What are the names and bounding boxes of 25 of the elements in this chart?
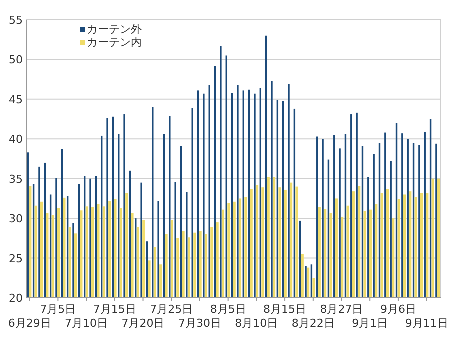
x-tick-label: 7月10日	[65, 317, 108, 330]
y-tick-label: 50	[9, 54, 23, 67]
x-tick-label: 6月29日	[8, 317, 52, 330]
y-tick-label: 40	[9, 133, 23, 146]
x-tick-label: 9月11日	[405, 317, 448, 330]
y-tick-label: 45	[9, 93, 23, 106]
x-tick-label: 7月5日	[40, 303, 76, 316]
y-tick-label: 35	[9, 172, 23, 186]
x-tick-label: 7月20日	[122, 317, 165, 330]
legend-label: カーテン外	[87, 23, 142, 36]
x-tick-label: 7月30日	[178, 317, 222, 330]
x-tick-label: 8月15日	[264, 303, 307, 316]
y-tick-label: 30	[9, 212, 23, 226]
x-tick-label: 8月10日	[235, 317, 278, 330]
x-tick-label: 9月6日	[380, 303, 416, 316]
x-tick-label: 8月22日	[292, 317, 335, 330]
x-tick-label: 8月27日	[320, 303, 364, 316]
x-tick-label: 7月25日	[150, 303, 194, 316]
y-tick-label: 25	[9, 252, 23, 266]
x-tick-label: 8月5日	[210, 303, 246, 316]
y-tick-label: 55	[9, 14, 23, 27]
x-tick-label: 9月1日	[352, 317, 388, 330]
legend-label: カーテン内	[87, 36, 142, 49]
x-tick-label: 7月15日	[93, 303, 136, 316]
y-tick-label: 20	[9, 292, 23, 305]
